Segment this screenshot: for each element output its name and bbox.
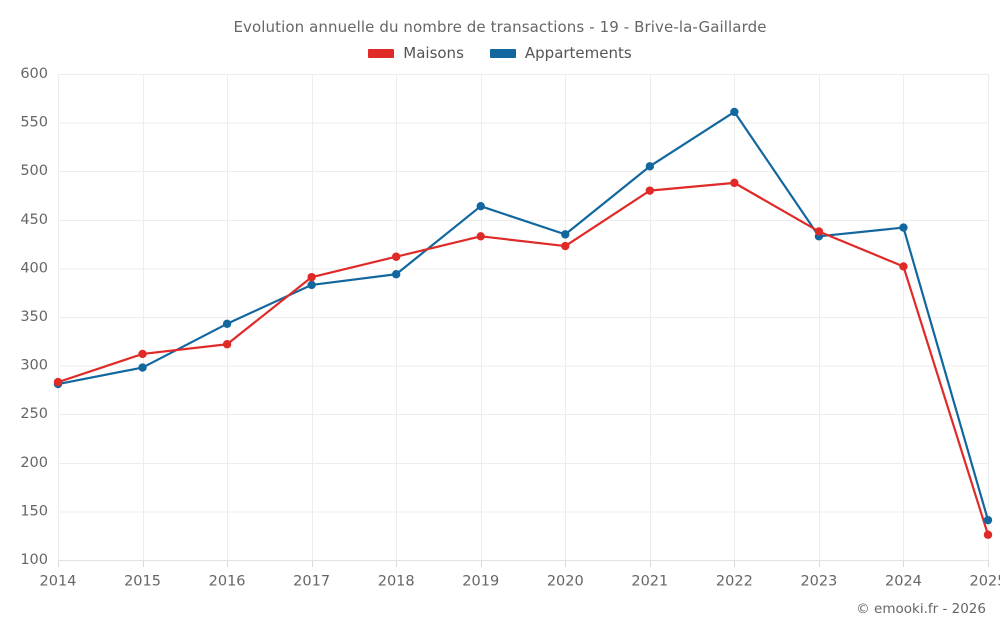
data-point-marker[interactable]	[138, 363, 147, 372]
legend-label-maisons: Maisons	[403, 44, 464, 62]
x-axis-tick-label: 2022	[716, 574, 753, 590]
footer-credit: © emooki.fr - 2026	[856, 601, 986, 617]
data-point-marker[interactable]	[983, 530, 993, 539]
x-axis-tick-label: 2023	[800, 574, 837, 590]
y-axis-tick-label: 350	[20, 309, 48, 325]
data-point-marker[interactable]	[222, 340, 232, 349]
x-axis-tick-label: 2015	[124, 574, 161, 590]
y-axis-tick-label: 200	[20, 455, 48, 471]
series-line-maisons	[56, 181, 990, 536]
data-point-marker[interactable]	[476, 232, 485, 241]
data-point-marker[interactable]	[645, 162, 655, 171]
data-point-marker[interactable]	[983, 515, 993, 525]
data-point-marker[interactable]	[307, 272, 316, 282]
x-axis-tick-label: 2024	[885, 574, 922, 590]
series-line-appartements	[56, 110, 990, 522]
data-point-marker[interactable]	[222, 319, 232, 328]
x-axis-tick-label: 2016	[209, 574, 246, 590]
data-point-marker[interactable]	[138, 349, 147, 359]
data-point-marker[interactable]	[899, 223, 908, 232]
legend-item-appartements[interactable]: Appartements	[489, 44, 632, 62]
y-axis-tick-label: 550	[20, 115, 48, 131]
y-axis-tick-label: 450	[20, 212, 48, 228]
x-axis-tick-label: 2020	[547, 574, 584, 590]
x-axis-tick-label: 2014	[40, 574, 77, 590]
legend-item-maisons[interactable]: Maisons	[368, 44, 464, 62]
data-point-marker[interactable]	[899, 262, 908, 271]
data-point-marker[interactable]	[391, 252, 401, 261]
y-axis-tick-label: 300	[20, 358, 48, 374]
x-axis-tick-label: 2018	[378, 574, 415, 590]
data-point-marker[interactable]	[476, 201, 485, 211]
y-axis-tick-label: 100	[20, 552, 48, 568]
y-axis-tick-label: 400	[20, 260, 48, 276]
data-point-marker[interactable]	[814, 227, 824, 236]
legend-label-appartements: Appartements	[524, 44, 632, 62]
y-axis-tick-label: 150	[20, 503, 48, 519]
data-point-marker[interactable]	[391, 270, 401, 279]
data-point-marker[interactable]	[561, 241, 570, 251]
y-axis-tick-label: 600	[20, 66, 48, 82]
data-point-marker[interactable]	[730, 178, 739, 188]
x-axis-tick-label: 2021	[631, 574, 668, 590]
data-point-marker[interactable]	[53, 377, 63, 387]
data-point-marker[interactable]	[307, 280, 316, 290]
data-point-marker[interactable]	[561, 230, 570, 239]
x-axis-tick-label: 2019	[462, 574, 499, 590]
legend-swatch-maisons	[368, 48, 395, 58]
y-axis-tick-label: 500	[20, 163, 48, 179]
legend-swatch-appartements	[489, 48, 516, 58]
x-axis-tick-label: 2017	[293, 574, 330, 590]
chart-title: Evolution annuelle du nombre de transact…	[233, 18, 767, 36]
x-axis-tick-label: 2025	[970, 574, 1000, 590]
data-point-marker[interactable]	[645, 186, 655, 195]
y-axis-tick-label: 250	[20, 406, 48, 422]
data-point-marker[interactable]	[730, 107, 739, 117]
chart-legend: Maisons Appartements	[0, 44, 1000, 62]
